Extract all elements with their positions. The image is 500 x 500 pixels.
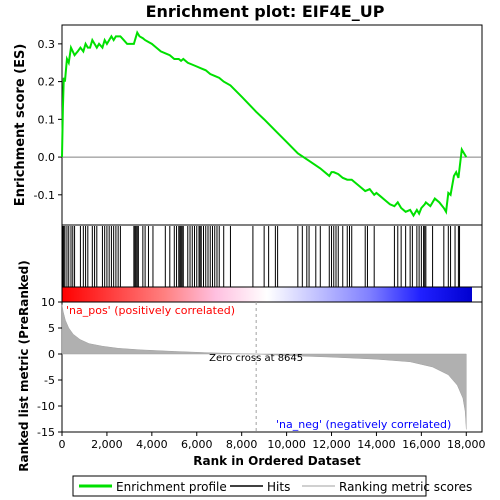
metric-y-axis-label: Ranked list metric (PreRanked) <box>17 260 31 472</box>
ranking-colorbar <box>62 287 472 302</box>
x-tick-label: 10,000 <box>267 438 306 451</box>
es-y-tick-label: 0.2 <box>38 76 56 89</box>
enrichment-profile-line <box>61 30 468 218</box>
x-axis-label: Rank in Ordered Dataset <box>193 454 361 468</box>
legend-enrichment-label: Enrichment profile <box>116 480 227 494</box>
metric-y-tick-label: -10 <box>37 400 55 413</box>
ranking-metric-area <box>61 304 467 430</box>
es-y-axis: -0.1 0.0 0.1 0.2 0.3 <box>34 38 62 202</box>
legend-hits-label: Hits <box>267 480 290 494</box>
neg-label: 'na_neg' (negatively correlated) <box>276 418 451 431</box>
es-y-tick-label: 0.3 <box>38 38 56 51</box>
metric-y-tick-label: 10 <box>41 296 55 309</box>
x-tick-label: 12,000 <box>312 438 351 451</box>
x-axis: 0 2,000 4,000 6,000 8,000 10,000 12,000 14,000 1… <box>59 432 486 451</box>
x-tick-label: 16,000 <box>402 438 441 451</box>
legend-metric-label: Ranking metric scores <box>339 480 472 494</box>
x-tick-label: 2,000 <box>91 438 123 451</box>
chart-title: Enrichment plot: EIF4E_UP <box>146 2 385 21</box>
metric-y-tick-label: 0 <box>48 348 55 361</box>
hit-marks <box>62 226 461 287</box>
metric-y-axis: -15 -10 -5 0 5 10 <box>37 296 62 439</box>
pos-label: 'na_pos' (positively correlated) <box>66 304 235 317</box>
es-y-axis-label: Enrichment score (ES) <box>13 44 28 207</box>
metric-y-tick-label: 5 <box>48 322 55 335</box>
x-tick-label: 0 <box>59 438 66 451</box>
x-tick-label: 6,000 <box>181 438 213 451</box>
x-tick-label: 18,000 <box>447 438 486 451</box>
metric-y-tick-label: -5 <box>44 374 55 387</box>
metric-y-tick-label: -15 <box>37 426 55 439</box>
es-panel-frame <box>61 24 483 226</box>
x-tick-label: 8,000 <box>226 438 258 451</box>
x-tick-label: 14,000 <box>357 438 396 451</box>
metric-panel-frame <box>61 301 483 433</box>
zero-cross-label: Zero cross at 8645 <box>209 353 303 364</box>
es-y-tick-label: -0.1 <box>34 189 55 202</box>
es-y-tick-label: 0.1 <box>38 113 56 126</box>
es-y-tick-label: 0.0 <box>38 151 56 164</box>
x-tick-label: 4,000 <box>136 438 168 451</box>
